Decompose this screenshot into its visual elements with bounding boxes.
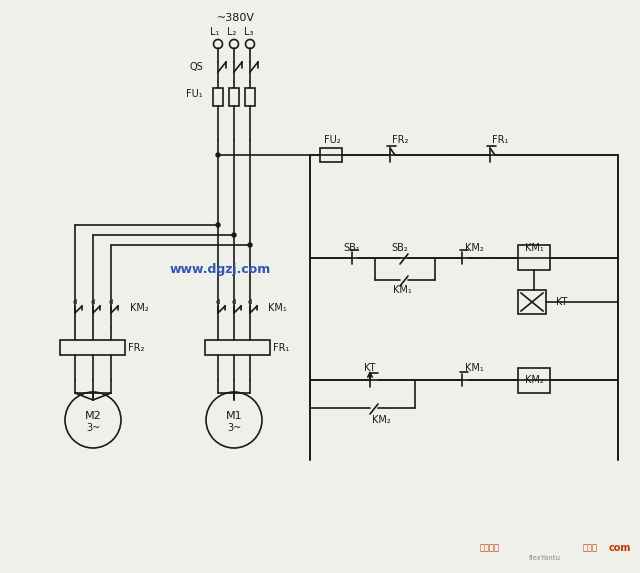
Text: FR₁: FR₁ — [492, 135, 508, 145]
Text: com: com — [609, 543, 631, 553]
Circle shape — [232, 233, 236, 237]
Text: M2: M2 — [84, 411, 101, 421]
Text: KM₂: KM₂ — [372, 415, 391, 425]
Text: d: d — [248, 299, 252, 305]
Bar — [518, 290, 546, 314]
Text: d: d — [91, 299, 95, 305]
Text: www.dgzj.com: www.dgzj.com — [170, 264, 271, 277]
Text: flexYantu: flexYantu — [529, 555, 561, 561]
Bar — [518, 245, 550, 270]
Text: KM₂: KM₂ — [465, 243, 484, 253]
Text: KM₁: KM₁ — [268, 303, 287, 313]
Circle shape — [216, 223, 220, 227]
Text: L₂: L₂ — [227, 27, 237, 37]
Circle shape — [216, 153, 220, 157]
Text: FU₁: FU₁ — [186, 89, 203, 99]
Text: d: d — [73, 299, 77, 305]
Bar — [60, 340, 125, 355]
Text: L₁: L₁ — [211, 27, 220, 37]
Text: SB₁: SB₁ — [344, 243, 360, 253]
Text: 3~: 3~ — [227, 423, 241, 433]
Text: d: d — [232, 299, 236, 305]
Bar — [229, 88, 239, 106]
Text: KM₁: KM₁ — [465, 363, 484, 373]
Bar — [320, 148, 342, 162]
Text: KM₁: KM₁ — [392, 285, 412, 295]
Text: KT: KT — [364, 363, 376, 373]
Text: SB₂: SB₂ — [392, 243, 408, 253]
Text: 电工之居: 电工之居 — [480, 544, 500, 552]
Text: L₃: L₃ — [244, 27, 253, 37]
Text: FR₂: FR₂ — [392, 135, 408, 145]
Bar — [205, 340, 270, 355]
Text: KM₂: KM₂ — [130, 303, 148, 313]
Text: FR₂: FR₂ — [128, 343, 145, 353]
Text: QS: QS — [189, 62, 203, 72]
Circle shape — [248, 243, 252, 247]
Text: KT: KT — [556, 297, 568, 307]
Text: d: d — [216, 299, 220, 305]
Bar — [518, 368, 550, 393]
Text: FR₁: FR₁ — [273, 343, 289, 353]
Text: ~380V: ~380V — [217, 13, 255, 23]
Bar — [245, 88, 255, 106]
Text: KM₂: KM₂ — [525, 375, 543, 385]
Text: 接线图: 接线图 — [582, 544, 598, 552]
Text: FU₂: FU₂ — [324, 135, 340, 145]
Bar — [213, 88, 223, 106]
Text: d: d — [109, 299, 113, 305]
Text: M1: M1 — [226, 411, 243, 421]
Text: 3~: 3~ — [86, 423, 100, 433]
Text: KM₁: KM₁ — [525, 243, 543, 253]
